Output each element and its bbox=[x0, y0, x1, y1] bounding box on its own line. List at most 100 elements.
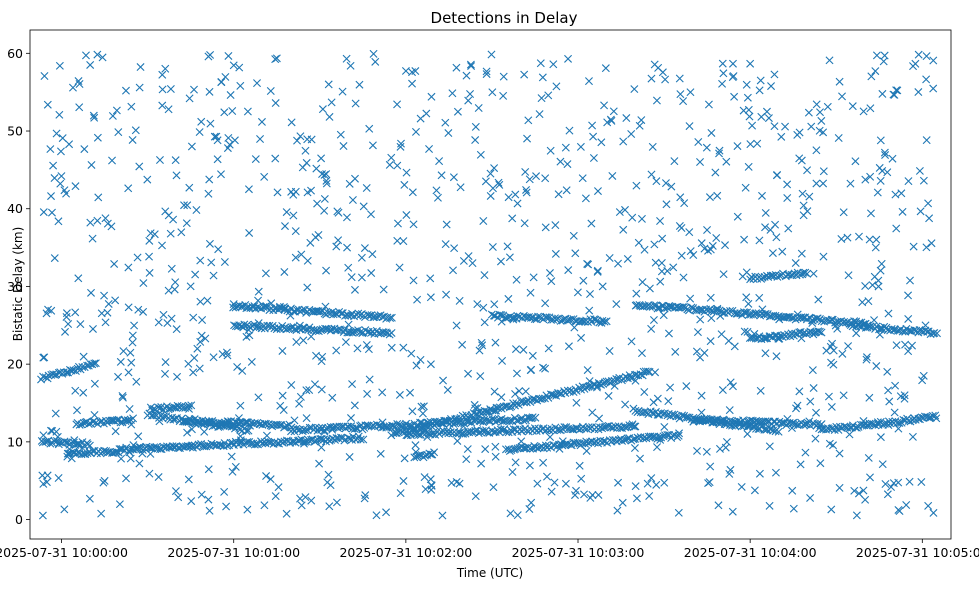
data-point bbox=[209, 440, 218, 449]
data-point bbox=[541, 223, 550, 232]
data-point bbox=[488, 88, 497, 97]
data-point bbox=[223, 351, 232, 360]
data-point bbox=[38, 511, 47, 520]
data-point bbox=[480, 318, 489, 327]
data-point bbox=[161, 207, 170, 216]
data-point bbox=[796, 460, 805, 469]
data-point bbox=[707, 128, 716, 137]
data-point bbox=[740, 327, 749, 336]
data-point bbox=[88, 324, 97, 333]
data-point bbox=[378, 388, 387, 397]
data-point bbox=[243, 107, 252, 116]
data-point bbox=[108, 111, 117, 120]
data-point bbox=[873, 188, 882, 197]
data-point bbox=[867, 72, 876, 81]
data-point bbox=[854, 232, 863, 241]
data-point bbox=[706, 304, 715, 313]
data-point bbox=[441, 240, 450, 249]
data-point bbox=[496, 425, 505, 434]
data-point bbox=[488, 406, 497, 415]
data-point bbox=[124, 368, 133, 377]
data-point bbox=[872, 362, 881, 371]
data-point bbox=[583, 259, 592, 268]
data-point bbox=[235, 63, 244, 72]
data-point bbox=[674, 431, 683, 440]
data-point bbox=[508, 214, 517, 223]
data-point bbox=[420, 473, 429, 482]
data-point bbox=[273, 420, 282, 429]
data-point bbox=[307, 135, 316, 144]
data-point bbox=[737, 482, 746, 491]
data-point bbox=[619, 137, 628, 146]
data-point bbox=[453, 436, 462, 445]
data-point bbox=[748, 121, 757, 130]
data-point bbox=[79, 388, 88, 397]
data-point bbox=[766, 225, 775, 234]
data-point bbox=[455, 296, 464, 305]
data-point bbox=[128, 135, 137, 144]
data-point bbox=[728, 73, 737, 82]
data-point bbox=[170, 285, 179, 294]
data-point bbox=[483, 428, 492, 437]
data-point bbox=[533, 479, 542, 488]
data-point bbox=[42, 478, 51, 487]
data-point bbox=[369, 49, 378, 58]
data-point bbox=[547, 487, 556, 496]
data-point bbox=[196, 418, 205, 427]
data-point bbox=[770, 122, 779, 131]
data-point bbox=[618, 498, 627, 507]
data-point bbox=[838, 92, 847, 101]
data-point bbox=[551, 249, 560, 258]
data-point bbox=[763, 417, 772, 426]
data-point bbox=[502, 428, 511, 437]
data-point bbox=[522, 188, 531, 197]
data-point bbox=[647, 474, 656, 483]
data-point bbox=[364, 345, 373, 354]
data-point bbox=[565, 126, 574, 135]
data-point bbox=[189, 368, 198, 377]
data-point bbox=[495, 180, 504, 189]
data-point bbox=[750, 486, 759, 495]
data-point bbox=[593, 266, 602, 275]
data-point bbox=[466, 90, 475, 98]
data-point bbox=[73, 440, 82, 449]
data-point bbox=[209, 353, 218, 362]
data-point bbox=[73, 406, 82, 415]
data-point bbox=[459, 429, 468, 438]
data-point bbox=[203, 296, 212, 305]
data-point bbox=[922, 136, 931, 145]
data-point bbox=[628, 213, 637, 222]
data-point bbox=[145, 469, 154, 478]
data-point bbox=[531, 413, 540, 422]
data-point bbox=[456, 183, 465, 192]
data-point bbox=[201, 334, 210, 343]
data-point bbox=[550, 478, 559, 487]
data-point bbox=[355, 80, 364, 89]
data-point bbox=[90, 113, 99, 122]
data-point bbox=[46, 426, 55, 435]
data-point bbox=[158, 70, 167, 79]
data-point bbox=[347, 414, 355, 423]
data-point bbox=[341, 311, 350, 320]
data-point bbox=[277, 304, 286, 313]
data-point bbox=[320, 194, 329, 203]
data-point bbox=[237, 302, 246, 311]
data-point bbox=[52, 129, 61, 138]
data-point bbox=[171, 278, 180, 287]
data-point bbox=[55, 61, 64, 70]
data-point bbox=[191, 270, 200, 279]
data-point bbox=[399, 477, 408, 486]
data-point bbox=[577, 333, 586, 342]
data-point bbox=[356, 435, 365, 444]
data-point bbox=[872, 235, 881, 244]
data-point bbox=[619, 225, 628, 234]
data-point bbox=[702, 143, 711, 152]
data-point bbox=[682, 413, 691, 422]
data-point bbox=[865, 235, 874, 244]
y-tick-label: 40 bbox=[7, 201, 23, 216]
data-point bbox=[416, 114, 425, 123]
data-point bbox=[661, 179, 670, 188]
data-point bbox=[817, 328, 826, 337]
data-point bbox=[302, 386, 311, 395]
data-point bbox=[170, 415, 179, 424]
